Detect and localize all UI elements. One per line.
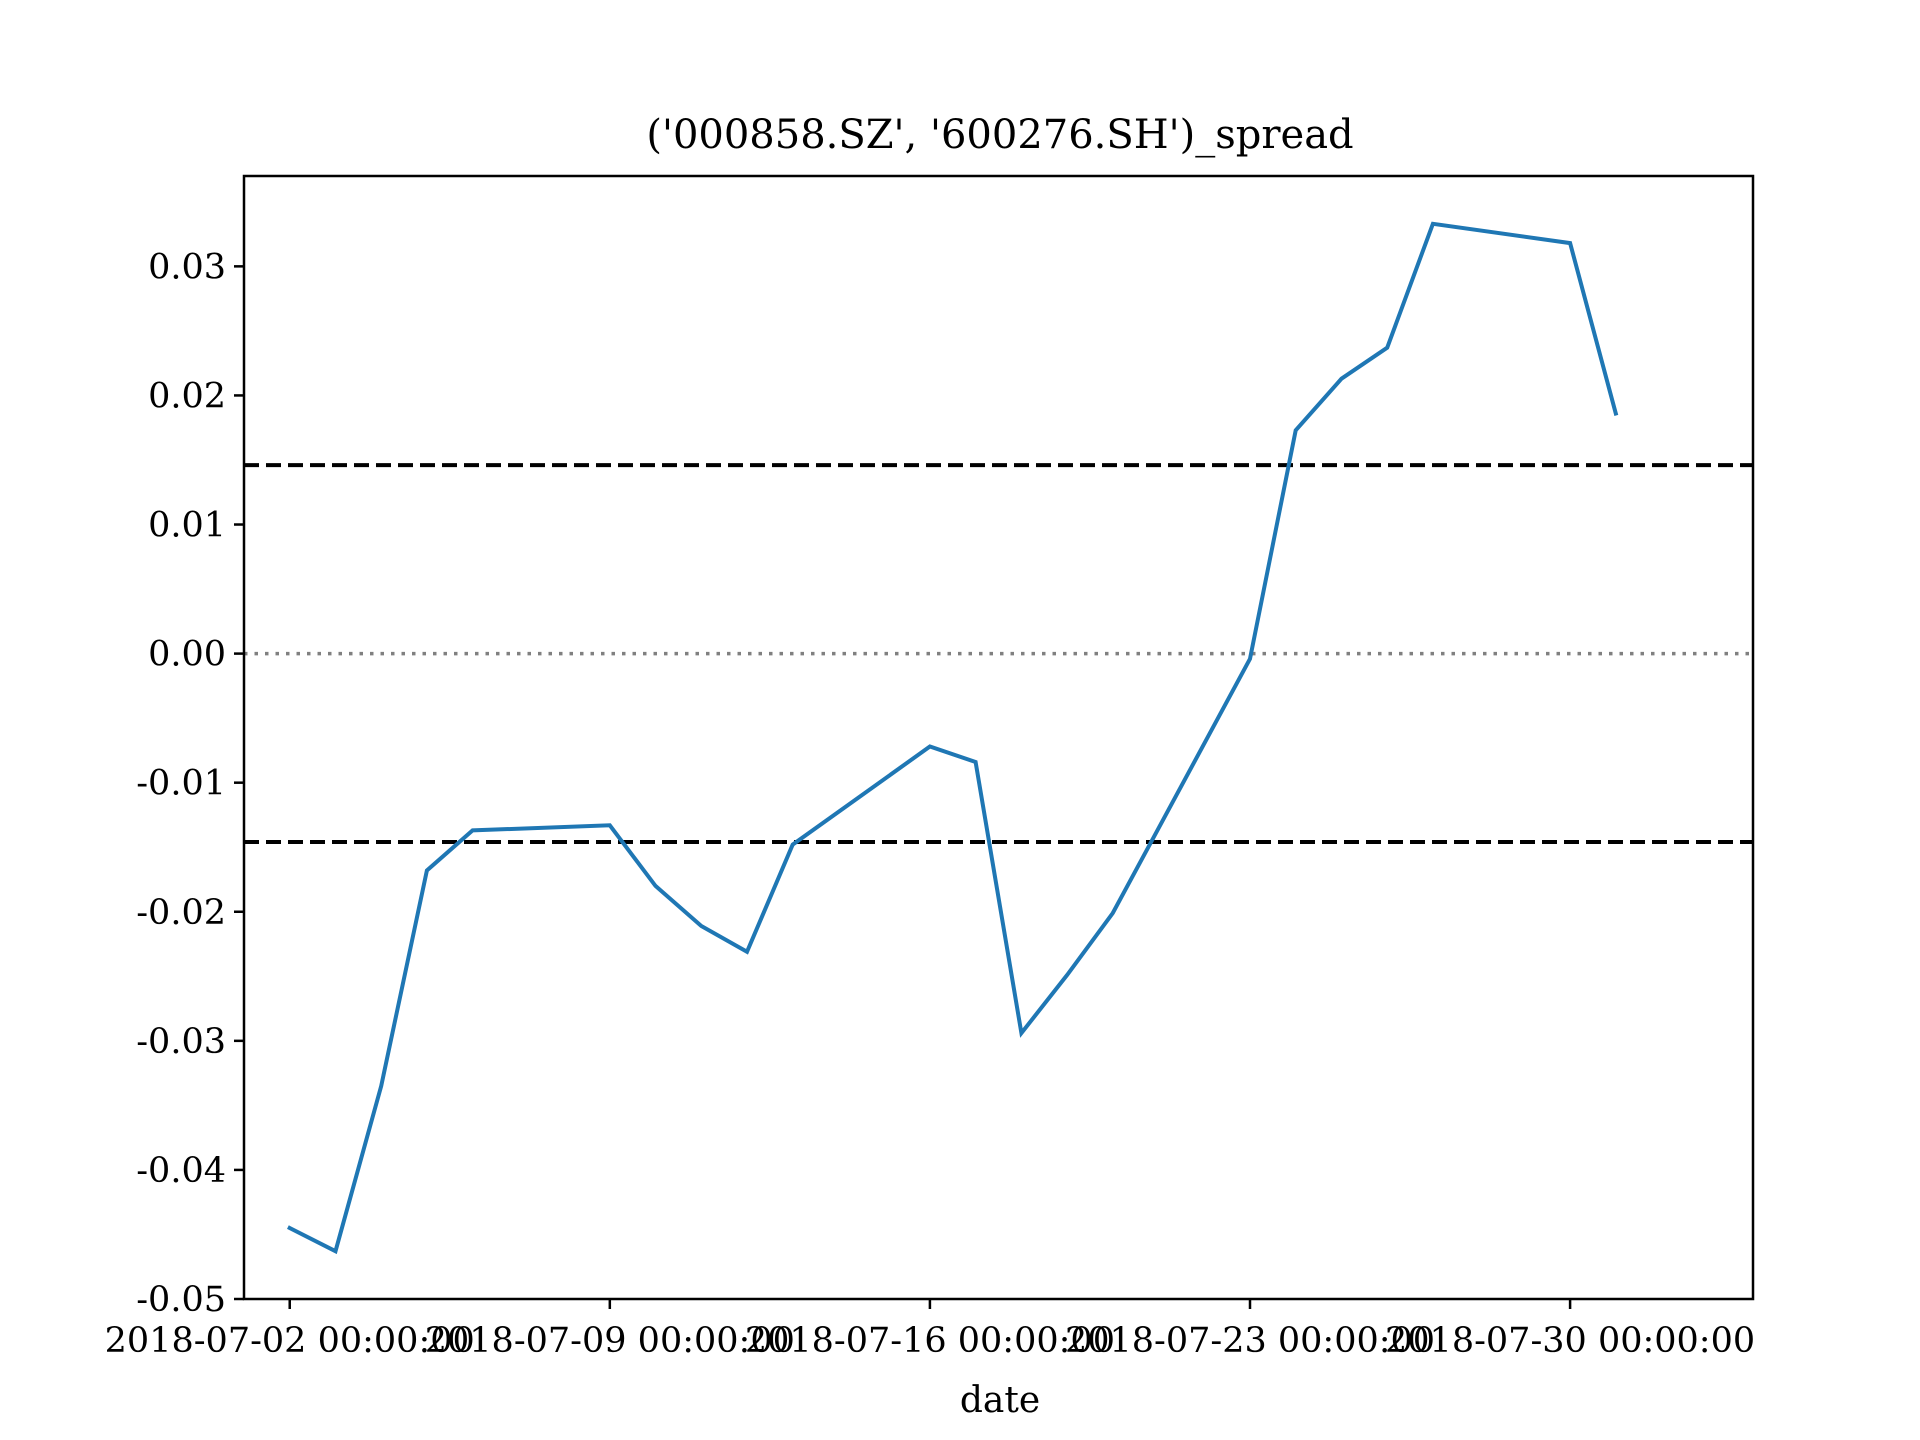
x-tick-label: 2018-07-02 00:00:00 <box>105 1321 475 1361</box>
x-axis-label: date <box>960 1380 1040 1421</box>
y-tick-label: -0.02 <box>136 893 226 933</box>
y-axis: -0.05 -0.04 -0.03 -0.02 -0.01 0.00 0.01 0.02 0.0… <box>136 247 244 1320</box>
y-tick-label: 0.00 <box>148 635 226 675</box>
y-tick-label: -0.03 <box>136 1022 226 1062</box>
y-tick-label: -0.04 <box>136 1151 226 1191</box>
y-tick-label: 0.03 <box>148 247 226 287</box>
x-tick-label: 2018-07-16 00:00:00 <box>745 1321 1115 1361</box>
x-tick-label: 2018-07-09 00:00:00 <box>425 1321 795 1361</box>
x-tick-label: 2018-07-30 00:00:00 <box>1385 1321 1755 1361</box>
y-tick-label: 0.01 <box>148 506 226 546</box>
series-line-0 <box>287 221 1619 1255</box>
plot-area-frame <box>242 174 1755 1301</box>
chart-title: ('000858.SZ', '600276.SH')_spread <box>646 112 1353 158</box>
x-tick-label: 2018-07-23 00:00:00 <box>1065 1321 1435 1361</box>
y-tick-label: -0.05 <box>136 1280 226 1320</box>
reference-lines <box>244 463 1753 845</box>
y-tick-label: -0.01 <box>136 764 226 804</box>
series-layer <box>287 221 1619 1255</box>
y-tick-label: 0.02 <box>148 376 226 416</box>
